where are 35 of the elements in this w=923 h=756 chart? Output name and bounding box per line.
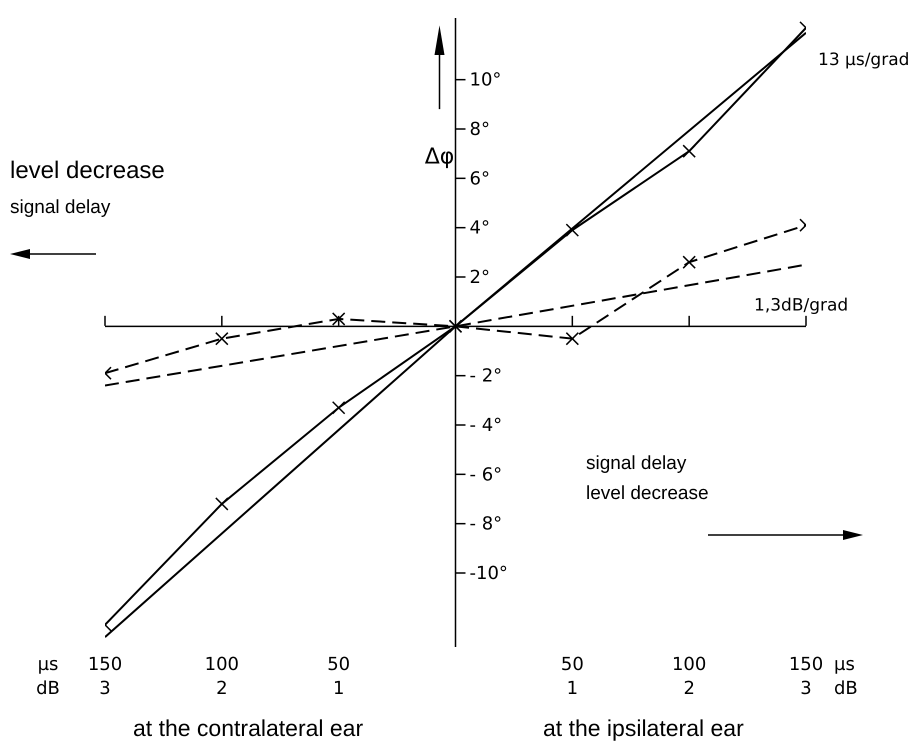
- x2-axis-title: dB: [834, 678, 858, 699]
- series-label: 1,3dB/grad: [754, 296, 848, 316]
- series-label: 13 μs/grad: [818, 50, 910, 70]
- x-tick-label: 150: [788, 654, 824, 675]
- y-tick-label: 4°: [470, 218, 490, 239]
- x-tick-label: 100: [204, 654, 240, 675]
- y-tick-label: - 8°: [470, 514, 502, 535]
- x2-tick-label: 2: [216, 678, 228, 699]
- annotation: level decrease: [586, 483, 709, 505]
- x-tick-label: 50: [327, 654, 350, 675]
- x-tick-label: 150: [88, 654, 122, 675]
- y-tick-label: - 2°: [470, 366, 502, 387]
- x2-tick-label: 3: [800, 678, 812, 699]
- x2-tick-label: 3: [99, 678, 111, 699]
- y-axis-title: Δφ: [424, 144, 454, 170]
- x2-tick-label: 1: [332, 678, 344, 699]
- y-tick-label: 2°: [470, 267, 490, 288]
- annotation: signal delay: [586, 453, 686, 475]
- x-tick-label: 100: [672, 654, 706, 675]
- y-tick-label: - 4°: [470, 415, 502, 436]
- annotation: signal delay: [10, 197, 110, 219]
- x2-tick-label: 2: [683, 678, 695, 699]
- text: μs: [38, 654, 58, 675]
- annotation: level decrease: [10, 157, 165, 184]
- y-tick-label: - 6°: [470, 464, 502, 486]
- text: at the contralateral ear: [133, 715, 364, 742]
- x-axis-title: μs: [834, 654, 855, 675]
- y-tick-label: 10°: [470, 70, 502, 91]
- y-tick-label: 8°: [470, 119, 490, 140]
- x2-tick-label: 1: [566, 678, 578, 699]
- y-tick-label: 6°: [470, 168, 490, 190]
- x-tick-label: 50: [560, 654, 584, 675]
- text: dB: [36, 678, 60, 699]
- text: at the ipsilateral ear: [543, 715, 744, 742]
- y-tick-label: -10°: [470, 563, 508, 584]
